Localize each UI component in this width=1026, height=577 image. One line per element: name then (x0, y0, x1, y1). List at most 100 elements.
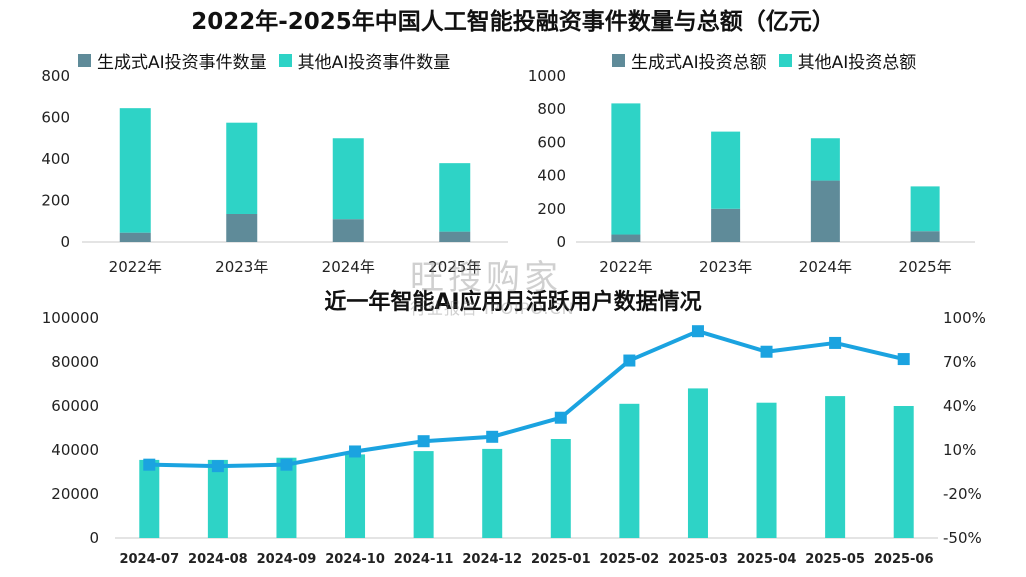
legend-events: 生成式AI投资事件数量 其他AI投资事件数量 (78, 48, 462, 73)
mau-y2-tick: 70% (943, 353, 976, 371)
legend-label: 生成式AI投资事件数量 (97, 53, 267, 73)
legend-label: 其他AI投资总额 (797, 53, 917, 73)
amount-bar-genai (810, 180, 840, 242)
growth-point (349, 445, 362, 458)
legend-swatch-teal (278, 54, 292, 67)
events-bar-other (119, 108, 151, 233)
legend-swatch-dark (612, 54, 625, 67)
amount-x-tick: 2024年 (799, 258, 852, 276)
main-title: 2022年-2025年中国人工智能投融资事件数量与总额（亿元） (191, 9, 835, 35)
mau-y-tick: 20000 (51, 485, 99, 503)
mau-y2-tick: 10% (943, 441, 976, 459)
growth-point (143, 458, 156, 471)
events-y-tick: 800 (41, 67, 70, 85)
amount-bar-other (910, 186, 940, 232)
line-chart-title: 近一年智能AI应用月活跃用户数据情况 (324, 290, 702, 315)
events-y-tick: 600 (41, 109, 70, 127)
mau-x-tick: 2025-04 (737, 552, 797, 567)
growth-point (623, 354, 636, 367)
growth-point (760, 345, 773, 358)
mau-y2-tick: -20% (943, 485, 982, 503)
mau-bar (687, 388, 708, 538)
mau-x-tick: 2025-03 (668, 552, 728, 567)
legend-swatch-dark (78, 54, 91, 67)
amount-y-tick: 400 (537, 167, 566, 185)
events-y-tick: 0 (60, 233, 70, 251)
events-bar-other (226, 122, 258, 214)
events-bar-other (439, 163, 471, 232)
legend-item-genai-events: 生成式AI投资事件数量 (78, 48, 267, 73)
legend-label: 其他AI投资事件数量 (297, 53, 451, 73)
amount-x-tick: 2025年 (899, 258, 952, 276)
growth-point (280, 458, 293, 471)
legend-amount: 生成式AI投资总额 其他AI投资总额 (612, 48, 928, 73)
events-bar-genai (226, 213, 258, 242)
mau-y-tick: 40000 (51, 441, 99, 459)
mau-y2-tick: 40% (943, 397, 976, 415)
growth-point (486, 430, 499, 443)
mau-y-tick: 0 (89, 529, 99, 547)
growth-point (211, 460, 224, 473)
amount-y-tick: 600 (537, 133, 566, 151)
mau-x-tick: 2025-01 (531, 552, 591, 567)
legend-label: 生成式AI投资总额 (631, 53, 767, 73)
legend-item-other-amount: 其他AI投资总额 (778, 48, 917, 73)
events-x-tick: 2022年 (109, 258, 162, 276)
mau-bar (550, 439, 571, 538)
mau-y-tick: 100000 (42, 309, 99, 327)
amount-y-tick: 200 (537, 200, 566, 218)
events-bar-other (332, 138, 364, 220)
growth-point (554, 411, 567, 424)
events-y-tick: 200 (41, 192, 70, 210)
mau-bar (276, 457, 297, 538)
events-x-tick: 2024年 (322, 258, 375, 276)
mau-bar (756, 402, 777, 538)
mau-x-tick: 2024-12 (462, 552, 522, 567)
growth-point (829, 336, 842, 349)
events-x-tick: 2023年 (215, 258, 268, 276)
mau-x-tick: 2025-05 (805, 552, 865, 567)
mau-bar (207, 459, 228, 538)
amount-bar-other (810, 138, 840, 181)
mau-bar (139, 459, 160, 538)
amount-bar-other (711, 131, 741, 209)
mau-bar (413, 451, 434, 538)
mau-bar (619, 403, 640, 538)
legend-swatch-teal (778, 54, 792, 67)
mau-x-tick: 2025-06 (874, 552, 934, 567)
growth-point (417, 435, 430, 448)
amount-bar-genai (611, 234, 641, 242)
mau-y2-tick: 100% (943, 309, 986, 327)
mau-x-tick: 2024-07 (119, 552, 179, 567)
growth-point (691, 325, 704, 338)
mau-x-tick: 2024-10 (325, 552, 385, 567)
mau-y-tick: 80000 (51, 353, 99, 371)
growth-line (149, 329, 905, 469)
events-bar-genai (332, 219, 364, 242)
mau-bar (345, 454, 366, 538)
mau-x-tick: 2024-11 (394, 552, 454, 567)
legend-item-genai-amount: 生成式AI投资总额 (612, 48, 767, 73)
events-bar-genai (439, 231, 471, 242)
amount-bar-genai (711, 208, 741, 242)
events-x-tick: 2025年 (428, 258, 481, 276)
mau-x-tick: 2024-08 (188, 552, 248, 567)
mau-x-tick: 2024-09 (257, 552, 317, 567)
amount-bar-genai (910, 231, 940, 242)
amount-x-tick: 2023年 (699, 258, 752, 276)
amount-y-tick: 800 (537, 100, 566, 118)
events-bar-genai (119, 232, 151, 242)
mau-x-tick: 2025-02 (600, 552, 660, 567)
amount-y-tick: 0 (556, 233, 566, 251)
amount-x-tick: 2022年 (599, 258, 652, 276)
legend-item-other-events: 其他AI投资事件数量 (278, 48, 451, 73)
events-y-tick: 400 (41, 150, 70, 168)
growth-point (897, 353, 910, 366)
mau-y2-tick: -50% (943, 529, 982, 547)
amount-bar-other (611, 103, 641, 235)
mau-y-tick: 60000 (51, 397, 99, 415)
mau-bar (825, 396, 846, 538)
mau-bar (482, 448, 503, 538)
mau-bar (893, 406, 914, 538)
